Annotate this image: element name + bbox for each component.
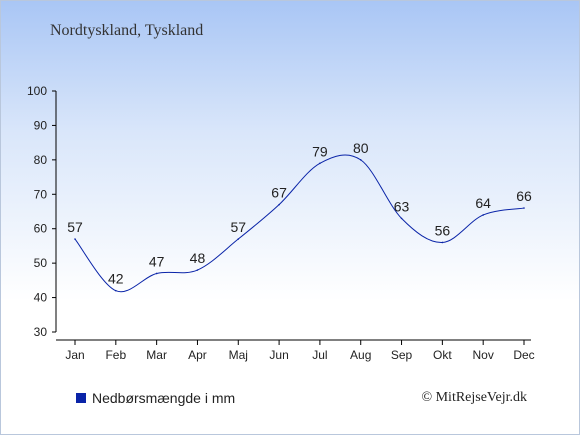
x-tick-label: Jul [312,348,327,362]
y-tick-label: 30 [34,325,48,339]
x-tick-label: Feb [105,348,126,362]
y-tick-label: 50 [34,256,48,270]
data-label: 79 [312,143,328,159]
data-point [115,289,117,292]
x-tick-label: Jan [65,348,84,362]
y-tick-label: 90 [34,118,48,132]
y-tick-label: 70 [34,187,48,201]
x-tick-label: Okt [433,348,452,362]
chart-title: Nordtyskland, Tyskland [50,22,204,39]
axes [55,91,531,341]
data-point [196,269,199,271]
data-point [359,159,362,161]
y-tick-label: 40 [34,291,48,305]
data-label: 64 [475,195,491,211]
data-label: 63 [394,198,410,214]
x-tick-label: Apr [188,348,207,362]
data-label: 67 [271,185,287,201]
data-label: 42 [108,271,124,287]
x-tick-label: Sep [391,348,413,362]
data-point [482,214,484,216]
data-point [237,238,240,240]
legend-swatch [76,393,86,403]
data-label: 57 [67,219,83,235]
data-label: 56 [435,222,451,238]
x-axis-ticks: Jan Feb Mar Apr Maj Jun Jul Aug Sep Okt Nov Dec [65,340,535,362]
data-point [278,203,280,206]
data-point [155,272,158,275]
data-label: 47 [149,253,165,269]
y-axis-ticks: 30 40 50 60 70 80 90 100 [27,84,56,339]
data-label: 66 [516,188,532,204]
copyright-text: © MitRejseVejr.dk [421,390,527,405]
data-label: 48 [190,250,206,266]
x-tick-label: Maj [229,348,248,362]
data-point [74,238,76,240]
series-line [74,154,525,293]
x-tick-label: Mar [146,348,167,362]
legend: Nedbørsmængde i mm [76,390,235,406]
x-tick-label: Jun [269,348,288,362]
data-point [319,162,321,165]
x-tick-label: Nov [473,348,494,362]
data-point [400,217,403,220]
data-label: 57 [230,219,246,235]
data-labels: 57 42 47 48 57 67 79 80 63 56 64 66 [67,140,532,287]
data-label: 80 [353,140,369,156]
x-tick-label: Aug [350,348,371,362]
series-group [74,154,525,293]
y-tick-label: 80 [34,153,48,167]
data-point [441,241,444,244]
y-tick-label: 60 [34,222,48,236]
legend-label: Nedbørsmængde i mm [92,390,236,406]
data-point [523,207,525,209]
x-tick-label: Dec [513,348,534,362]
y-tick-label: 100 [27,84,47,98]
